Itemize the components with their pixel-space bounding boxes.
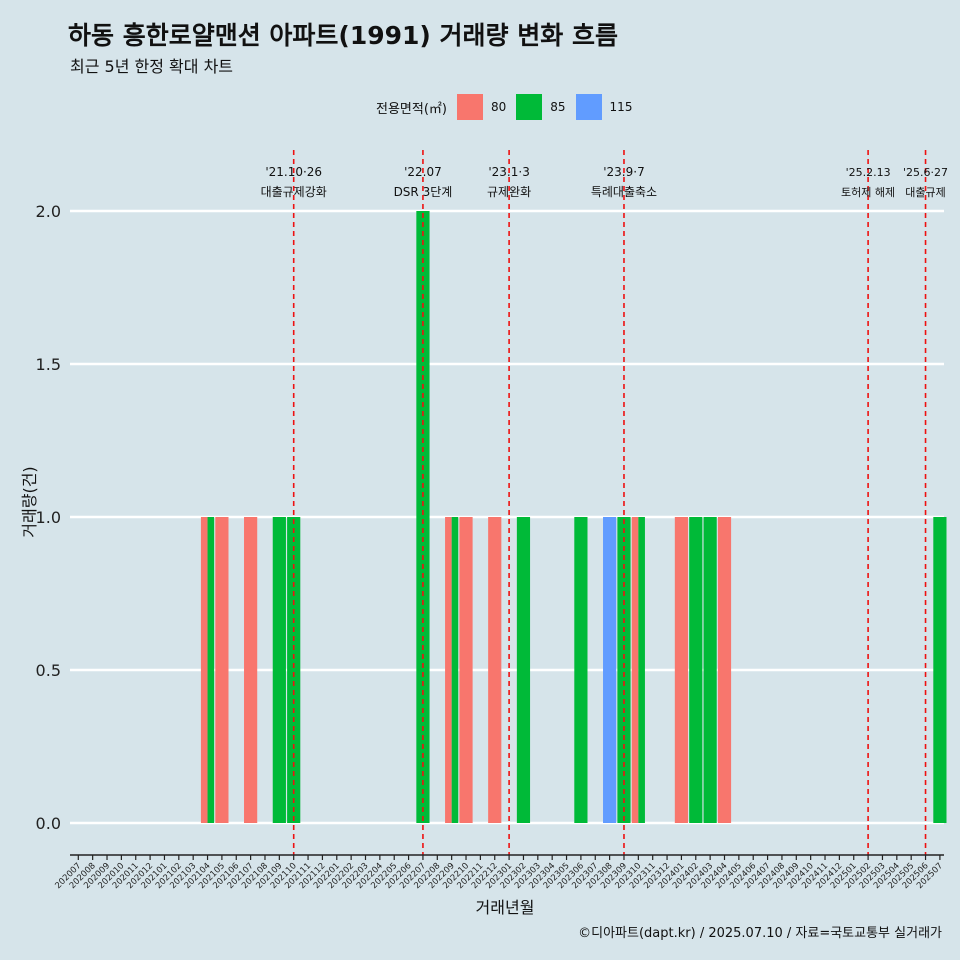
event-date-202502: '25.2.13 xyxy=(846,166,891,179)
event-date-202506: '25.6·27 xyxy=(903,166,948,179)
source-caption: ©디아파트(dapt.kr) / 2025.07.10 / 자료=국토교통부 실… xyxy=(578,926,942,941)
event-date-202207: '22.07 xyxy=(404,165,442,179)
y-axis-title: 거래량(건) xyxy=(20,466,39,537)
bar-202109-85 xyxy=(272,517,286,823)
chart-title: 하동 흥한로얄맨션 아파트(1991) 거래량 변화 흐름 xyxy=(68,21,618,50)
bar-202302-85 xyxy=(516,517,531,823)
legend-label-85: 85 xyxy=(550,100,566,114)
x-axis-title: 거래년월 xyxy=(476,898,535,917)
bar-202404-80 xyxy=(717,517,732,823)
chart-subtitle: 최근 5년 한정 확대 차트 xyxy=(70,57,234,76)
bar-202212-80 xyxy=(488,517,502,823)
legend-swatch-80 xyxy=(456,94,483,120)
legend-label-80: 80 xyxy=(490,100,507,114)
legend-title: 전용면적(㎡) xyxy=(376,101,447,117)
legend-swatch-85 xyxy=(516,94,543,120)
bar-202104-80 xyxy=(200,517,208,823)
y-tick-label: 0.5 xyxy=(36,661,61,680)
legend-label-115: 115 xyxy=(609,100,633,114)
bar-202507-85 xyxy=(933,517,947,823)
event-label-202110: 대출규제강화 xyxy=(261,185,327,199)
bar-202207-85 xyxy=(416,211,430,823)
event-label-202207: DSR 3단계 xyxy=(394,185,453,199)
legend-item-80: 80 xyxy=(456,94,507,120)
event-label-202309: 특례대출축소 xyxy=(591,185,657,199)
event-date-202301: '23.1·3 xyxy=(488,165,529,179)
bar-202310-80 xyxy=(631,517,639,823)
y-tick-label: 2.0 xyxy=(36,202,61,221)
event-date-202309: '23.9·7 xyxy=(603,165,644,179)
bar-202105-80 xyxy=(215,517,229,823)
legend-item-115: 115 xyxy=(575,94,633,120)
event-label-202301: 규제완화 xyxy=(487,185,531,199)
bar-202401-80 xyxy=(674,517,689,823)
bar-202209-80 xyxy=(445,517,452,823)
bar-202209-85 xyxy=(451,517,459,823)
bar-202104-85 xyxy=(207,517,215,823)
legend: 전용면적(㎡) 80 85 115 xyxy=(376,92,642,122)
bar-202110-85 xyxy=(287,517,301,823)
bar-202308-115 xyxy=(603,517,617,823)
bar-202403-85 xyxy=(703,517,717,823)
bar-202306-85 xyxy=(574,517,588,823)
bar-202309-85 xyxy=(617,517,631,823)
event-date-202110: '21.10·26 xyxy=(265,165,322,179)
bar-202107-80 xyxy=(244,517,258,823)
bar-202402-85 xyxy=(689,517,703,823)
y-tick-label: 1.0 xyxy=(36,508,61,527)
event-label-202502: 토허제 해제 xyxy=(841,185,895,199)
y-tick-label: 0.0 xyxy=(36,814,61,833)
legend-swatch-115 xyxy=(575,94,602,120)
bar-202310-85 xyxy=(638,517,645,823)
event-label-202506: 대출규제 xyxy=(905,186,945,199)
y-tick-label: 1.5 xyxy=(36,355,61,374)
legend-item-85: 85 xyxy=(516,94,566,120)
bar-202210-80 xyxy=(459,517,473,823)
